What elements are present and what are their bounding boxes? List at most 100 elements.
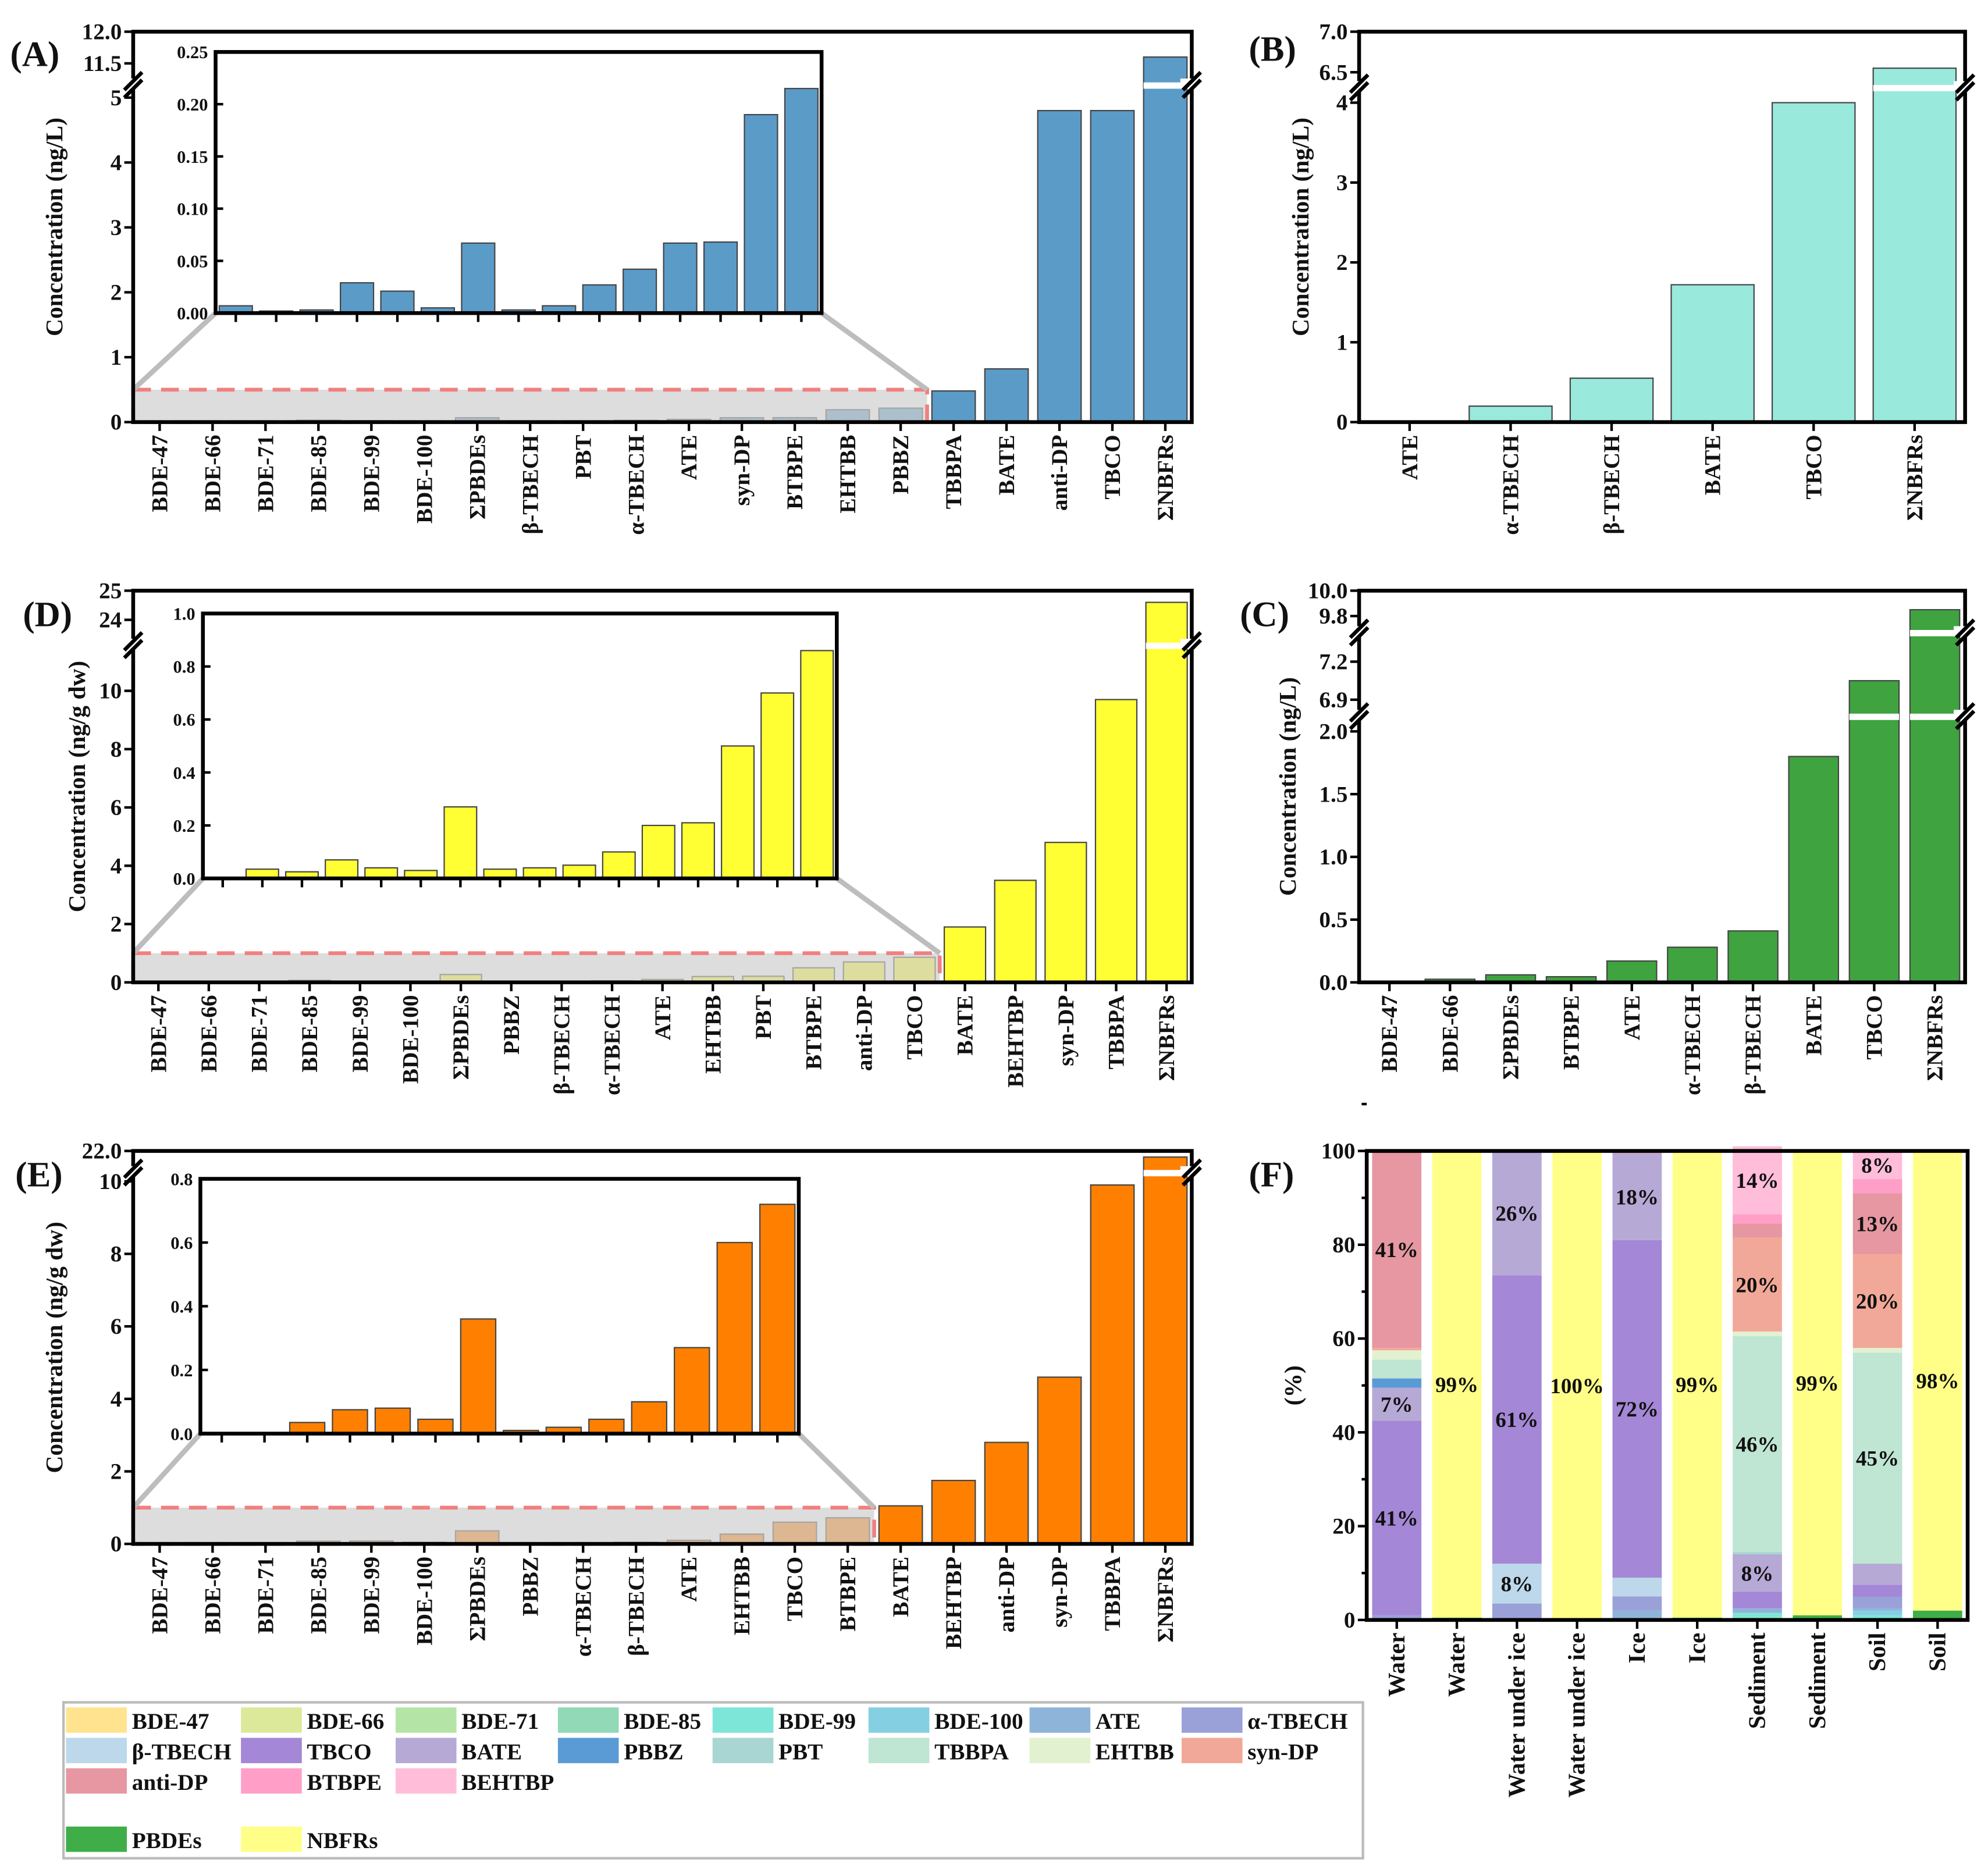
segment-anti-DP <box>1733 1223 1782 1238</box>
category-label: Soil <box>1923 1633 1950 1672</box>
bar-α-TBECH <box>1667 946 1718 983</box>
segment-label: 8% <box>1501 1572 1534 1596</box>
inset-bar-TBCO <box>716 1241 753 1434</box>
category-label: β-TBECH <box>549 995 574 1095</box>
segment-α-TBECH <box>1492 1603 1542 1620</box>
panel-F: 41% 7% 41% Water 99% Water 8% 61% 26% Water under… <box>1249 1102 1970 1798</box>
inset-bar-ΣPBDEs <box>461 242 496 314</box>
zoom-connector <box>796 1432 876 1510</box>
category-label: BATE <box>1801 995 1826 1056</box>
inset-bar-α-TBECH <box>582 284 617 314</box>
segment-TBBPA <box>1372 1359 1422 1379</box>
inset-bar-PBT <box>681 822 715 880</box>
category-label: BDE-66 <box>1438 995 1463 1073</box>
legend-swatch <box>66 1738 127 1764</box>
inset-frame <box>201 611 839 881</box>
axis-break-icon <box>1349 618 1370 647</box>
segment-BATE <box>1612 1153 1662 1240</box>
segment-BATE <box>1852 1564 1902 1585</box>
y-tick-label: 22.0 <box>82 1139 122 1164</box>
inset-bar-BDE-85 <box>325 859 359 880</box>
category-label: ΣNBFRs <box>1154 995 1179 1081</box>
stacked-bar: 99% <box>1672 1151 1722 1620</box>
bar-ATE <box>1606 960 1658 983</box>
y-tick-label: 3 <box>1336 170 1348 195</box>
category-label: ATE <box>1620 995 1645 1041</box>
y-tick-label: 10 <box>99 679 122 704</box>
y-tick-label: 4 <box>111 150 122 175</box>
category-label: BDE-100 <box>412 1557 437 1646</box>
inset-y-tick-label: 0.8 <box>170 1169 193 1189</box>
segment-BDE-100 <box>1852 1610 1902 1615</box>
zoom-region <box>131 951 942 985</box>
category-label: syn-DP <box>730 435 755 506</box>
y-axis-title: Concentration (ng/g dw) <box>41 1222 68 1473</box>
category-label: TBCO <box>1862 995 1887 1060</box>
segment-ATE <box>1852 1608 1902 1611</box>
category-label: TBCO <box>1100 435 1125 499</box>
category-label: BDE-85 <box>306 1557 331 1634</box>
legend-item: β-TBECH <box>66 1738 232 1765</box>
segment-syn-DP <box>1852 1254 1902 1348</box>
segment-PBBZ <box>1372 1378 1422 1388</box>
y-tick-label: 2.0 <box>1319 719 1347 744</box>
legend-swatch <box>66 1827 127 1852</box>
legend-item: BDE-100 <box>868 1707 1023 1734</box>
y-tick-label: 12.0 <box>82 20 122 45</box>
stacked-bar: 98% <box>1913 1151 1962 1620</box>
panel-label: (F) <box>1249 1156 1294 1195</box>
segment-TBBPA <box>1733 1336 1782 1552</box>
inset-bar-ATE <box>623 268 657 314</box>
y-tick-label: 1 <box>1336 330 1348 355</box>
panel-A: BDE-47 BDE-66 BDE-71 BDE-85 BDE-99 BDE-100 ΣPB… <box>10 20 1204 535</box>
legend-label: BDE-99 <box>778 1709 856 1734</box>
segment-anti-DP <box>1372 1151 1422 1348</box>
bar-β-TBECH <box>1569 378 1654 423</box>
y-tick-label: 0 <box>111 1532 122 1557</box>
category-label: Sediment <box>1744 1632 1770 1729</box>
inset-bar-BDE-100 <box>417 1418 454 1434</box>
y-tick-label: 0.0 <box>1319 970 1347 995</box>
inset-y-tick-label: 0.0 <box>173 869 195 889</box>
axis-break-icon <box>123 70 144 99</box>
segment-NBFRs <box>1793 1151 1843 1615</box>
category-label: Water under ice <box>1563 1633 1590 1798</box>
bar-anti-DP <box>1037 110 1082 423</box>
inset-bar-ΣPBDEs <box>443 806 478 880</box>
inset-bar-syn-DP <box>663 242 698 314</box>
bar-BEHTBP <box>931 1479 976 1545</box>
legend-swatch <box>66 1768 127 1794</box>
segment-syn-DP <box>1372 1348 1422 1351</box>
zoom-region <box>131 1505 876 1546</box>
bar-BATE <box>1788 756 1840 983</box>
inset-y-tick-label: 0.6 <box>173 710 195 730</box>
legend-label: PBT <box>778 1740 823 1765</box>
category-label: BDE-85 <box>297 995 322 1073</box>
y-tick-label: 7.2 <box>1319 650 1347 675</box>
y-tick-label: 0 <box>1344 1608 1356 1633</box>
inset-bar-BDE-99 <box>374 1407 411 1434</box>
segment-TBCO <box>1372 1421 1422 1615</box>
segment-BEHTBP <box>1733 1146 1782 1215</box>
segment-BATE <box>1733 1554 1782 1592</box>
bar-break-gap <box>1909 713 1960 720</box>
category-label: TBBPA <box>1104 995 1129 1070</box>
segment-label: 14% <box>1736 1169 1779 1193</box>
category-label: Water <box>1443 1633 1470 1697</box>
y-tick-label: 20 <box>1332 1514 1355 1539</box>
category-label: β-TBECH <box>1741 995 1766 1095</box>
bar-TBBPA <box>931 390 976 423</box>
stacked-bar: 99% <box>1793 1151 1843 1620</box>
legend-item: BDE-66 <box>241 1707 384 1734</box>
category-label: TBCO <box>902 995 927 1060</box>
inset-y-tick-label: 0.05 <box>177 251 208 271</box>
category-label: EHTBB <box>730 1557 755 1635</box>
y-tick-label: 1.0 <box>1319 845 1347 870</box>
segment-label: 18% <box>1616 1186 1659 1209</box>
legend-item: PBBZ <box>557 1738 684 1765</box>
legend-label: BDE-47 <box>132 1709 209 1734</box>
inset-bar-BDE-85 <box>340 282 375 314</box>
legend-label: BDE-85 <box>624 1709 701 1734</box>
stacked-bar: 45% 20% 13% 8% <box>1852 1151 1902 1620</box>
